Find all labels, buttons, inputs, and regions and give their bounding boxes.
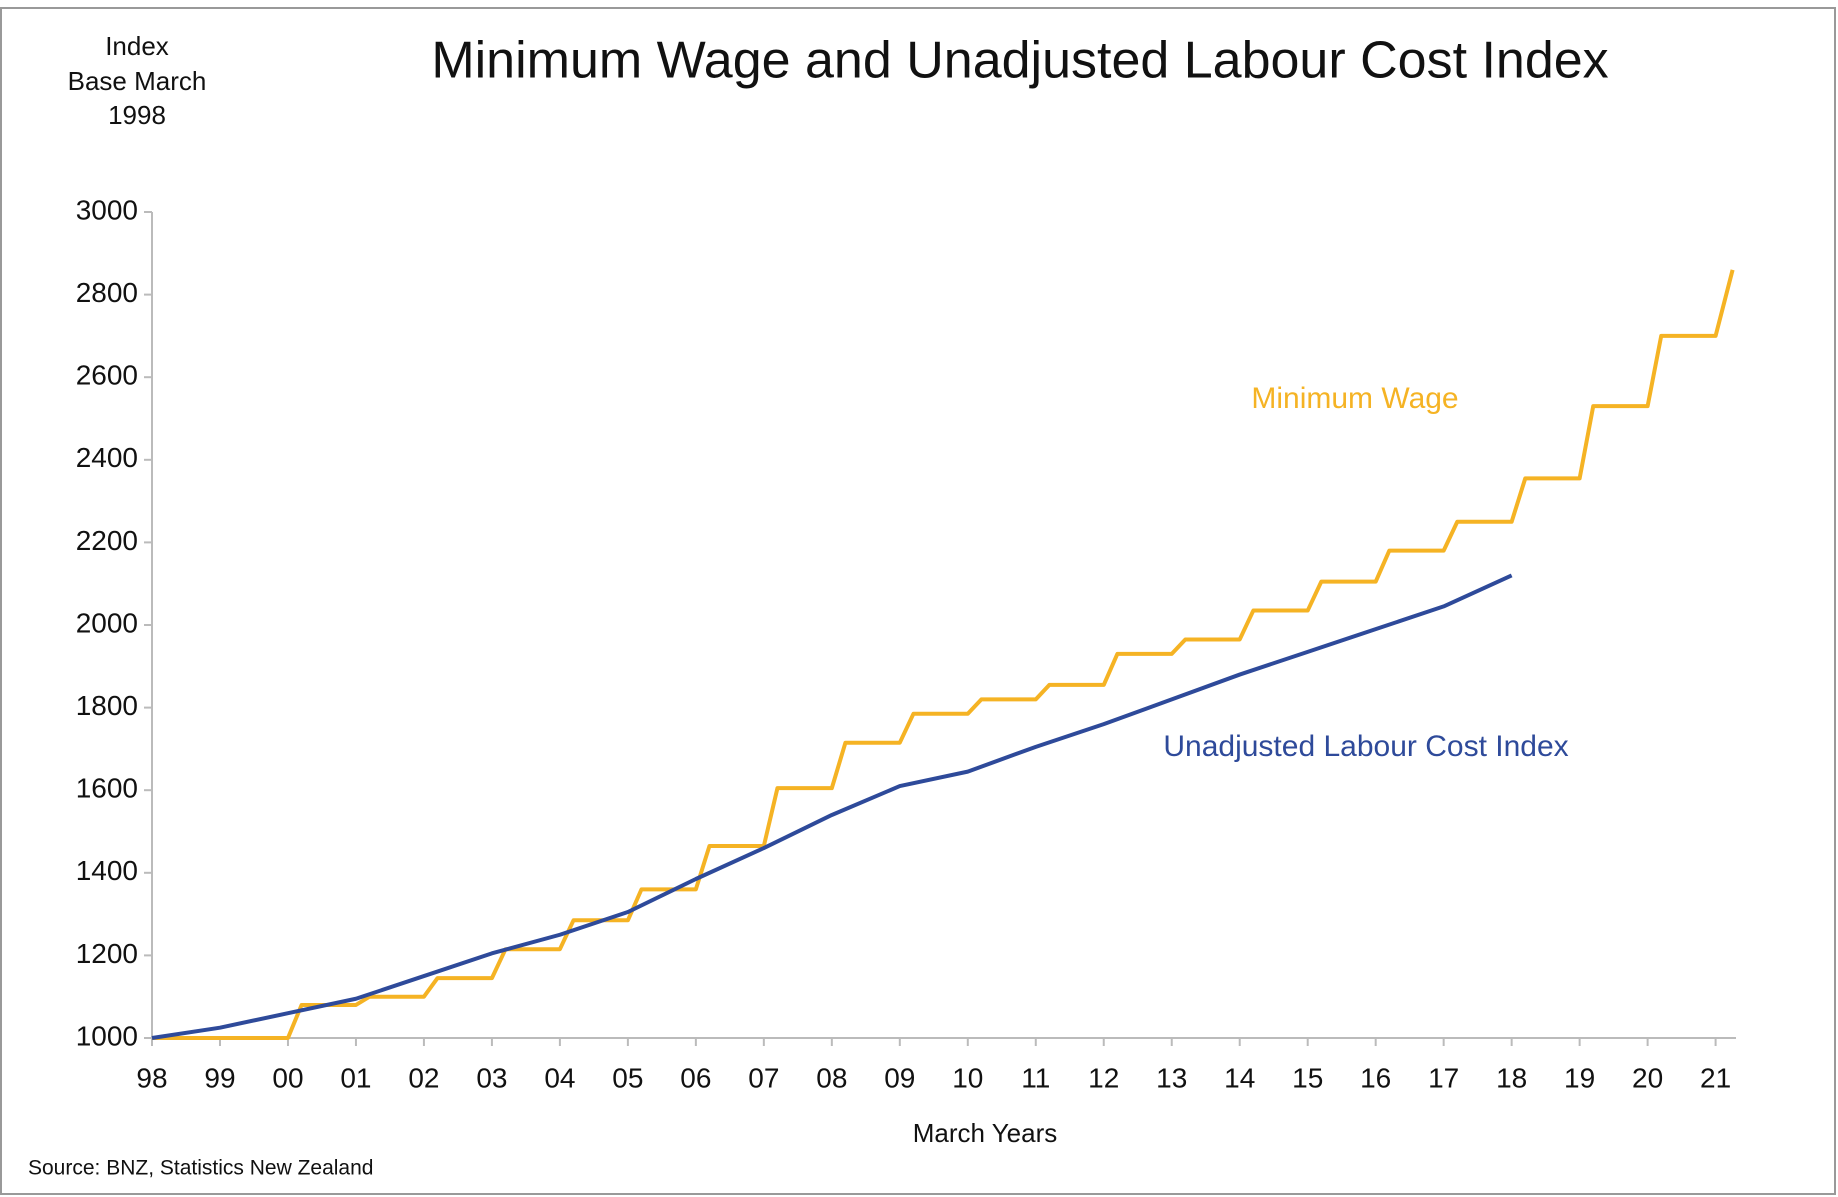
- y-tick-label: 2600: [76, 360, 138, 391]
- series-line: [151, 573, 1513, 1040]
- y-tick-label: 1400: [76, 855, 138, 886]
- x-tick-label: 12: [1088, 1062, 1119, 1093]
- y-tick-label: 1600: [76, 773, 138, 804]
- x-tick-label: 02: [408, 1062, 439, 1093]
- x-tick-label: 16: [1360, 1062, 1391, 1093]
- x-tick-label: 09: [884, 1062, 915, 1093]
- series-label: Minimum Wage: [1251, 382, 1458, 415]
- y-axis-label: Index: [105, 31, 169, 61]
- y-tick-label: 1000: [76, 1020, 138, 1051]
- x-axis-label: March Years: [913, 1118, 1058, 1148]
- y-tick-label: 3000: [76, 194, 138, 225]
- x-tick-label: 06: [680, 1062, 711, 1093]
- x-tick-label: 14: [1224, 1062, 1255, 1093]
- source-note: Source: BNZ, Statistics New Zealand: [28, 1157, 373, 1180]
- y-tick-label: 2800: [76, 277, 138, 308]
- x-tick-label: 15: [1292, 1062, 1323, 1093]
- x-tick-label: 10: [952, 1062, 983, 1093]
- x-tick-label: 17: [1428, 1062, 1459, 1093]
- x-tick-label: 08: [816, 1062, 847, 1093]
- x-tick-label: 19: [1564, 1062, 1595, 1093]
- x-tick-label: 03: [476, 1062, 507, 1093]
- x-tick-label: 01: [340, 1062, 371, 1093]
- x-tick-label: 13: [1156, 1062, 1187, 1093]
- frame: [0, 7, 1836, 1195]
- series-line: [152, 269, 1735, 1040]
- y-tick-label: 1200: [76, 938, 138, 969]
- x-tick-label: 00: [272, 1062, 303, 1093]
- y-tick-label: 1800: [76, 690, 138, 721]
- y-tick-label: 2400: [76, 442, 138, 473]
- x-tick-label: 11: [1021, 1062, 1050, 1093]
- x-tick-label: 05: [612, 1062, 643, 1093]
- x-tick-label: 20: [1632, 1062, 1663, 1093]
- series-label: Unadjusted Labour Cost Index: [1163, 730, 1568, 763]
- x-tick-label: 18: [1496, 1062, 1527, 1093]
- y-axis-label: 1998: [108, 100, 166, 130]
- y-tick-label: 2000: [76, 607, 138, 638]
- y-axis-label: Base March: [68, 66, 207, 96]
- x-tick-label: 21: [1700, 1062, 1731, 1093]
- chart-title: Minimum Wage and Unadjusted Labour Cost …: [431, 32, 1608, 90]
- x-tick-label: 98: [136, 1062, 167, 1093]
- x-tick-label: 04: [544, 1062, 575, 1093]
- x-tick-label: 99: [204, 1062, 235, 1093]
- x-tick-label: 07: [748, 1062, 779, 1093]
- y-tick-label: 2200: [76, 525, 138, 556]
